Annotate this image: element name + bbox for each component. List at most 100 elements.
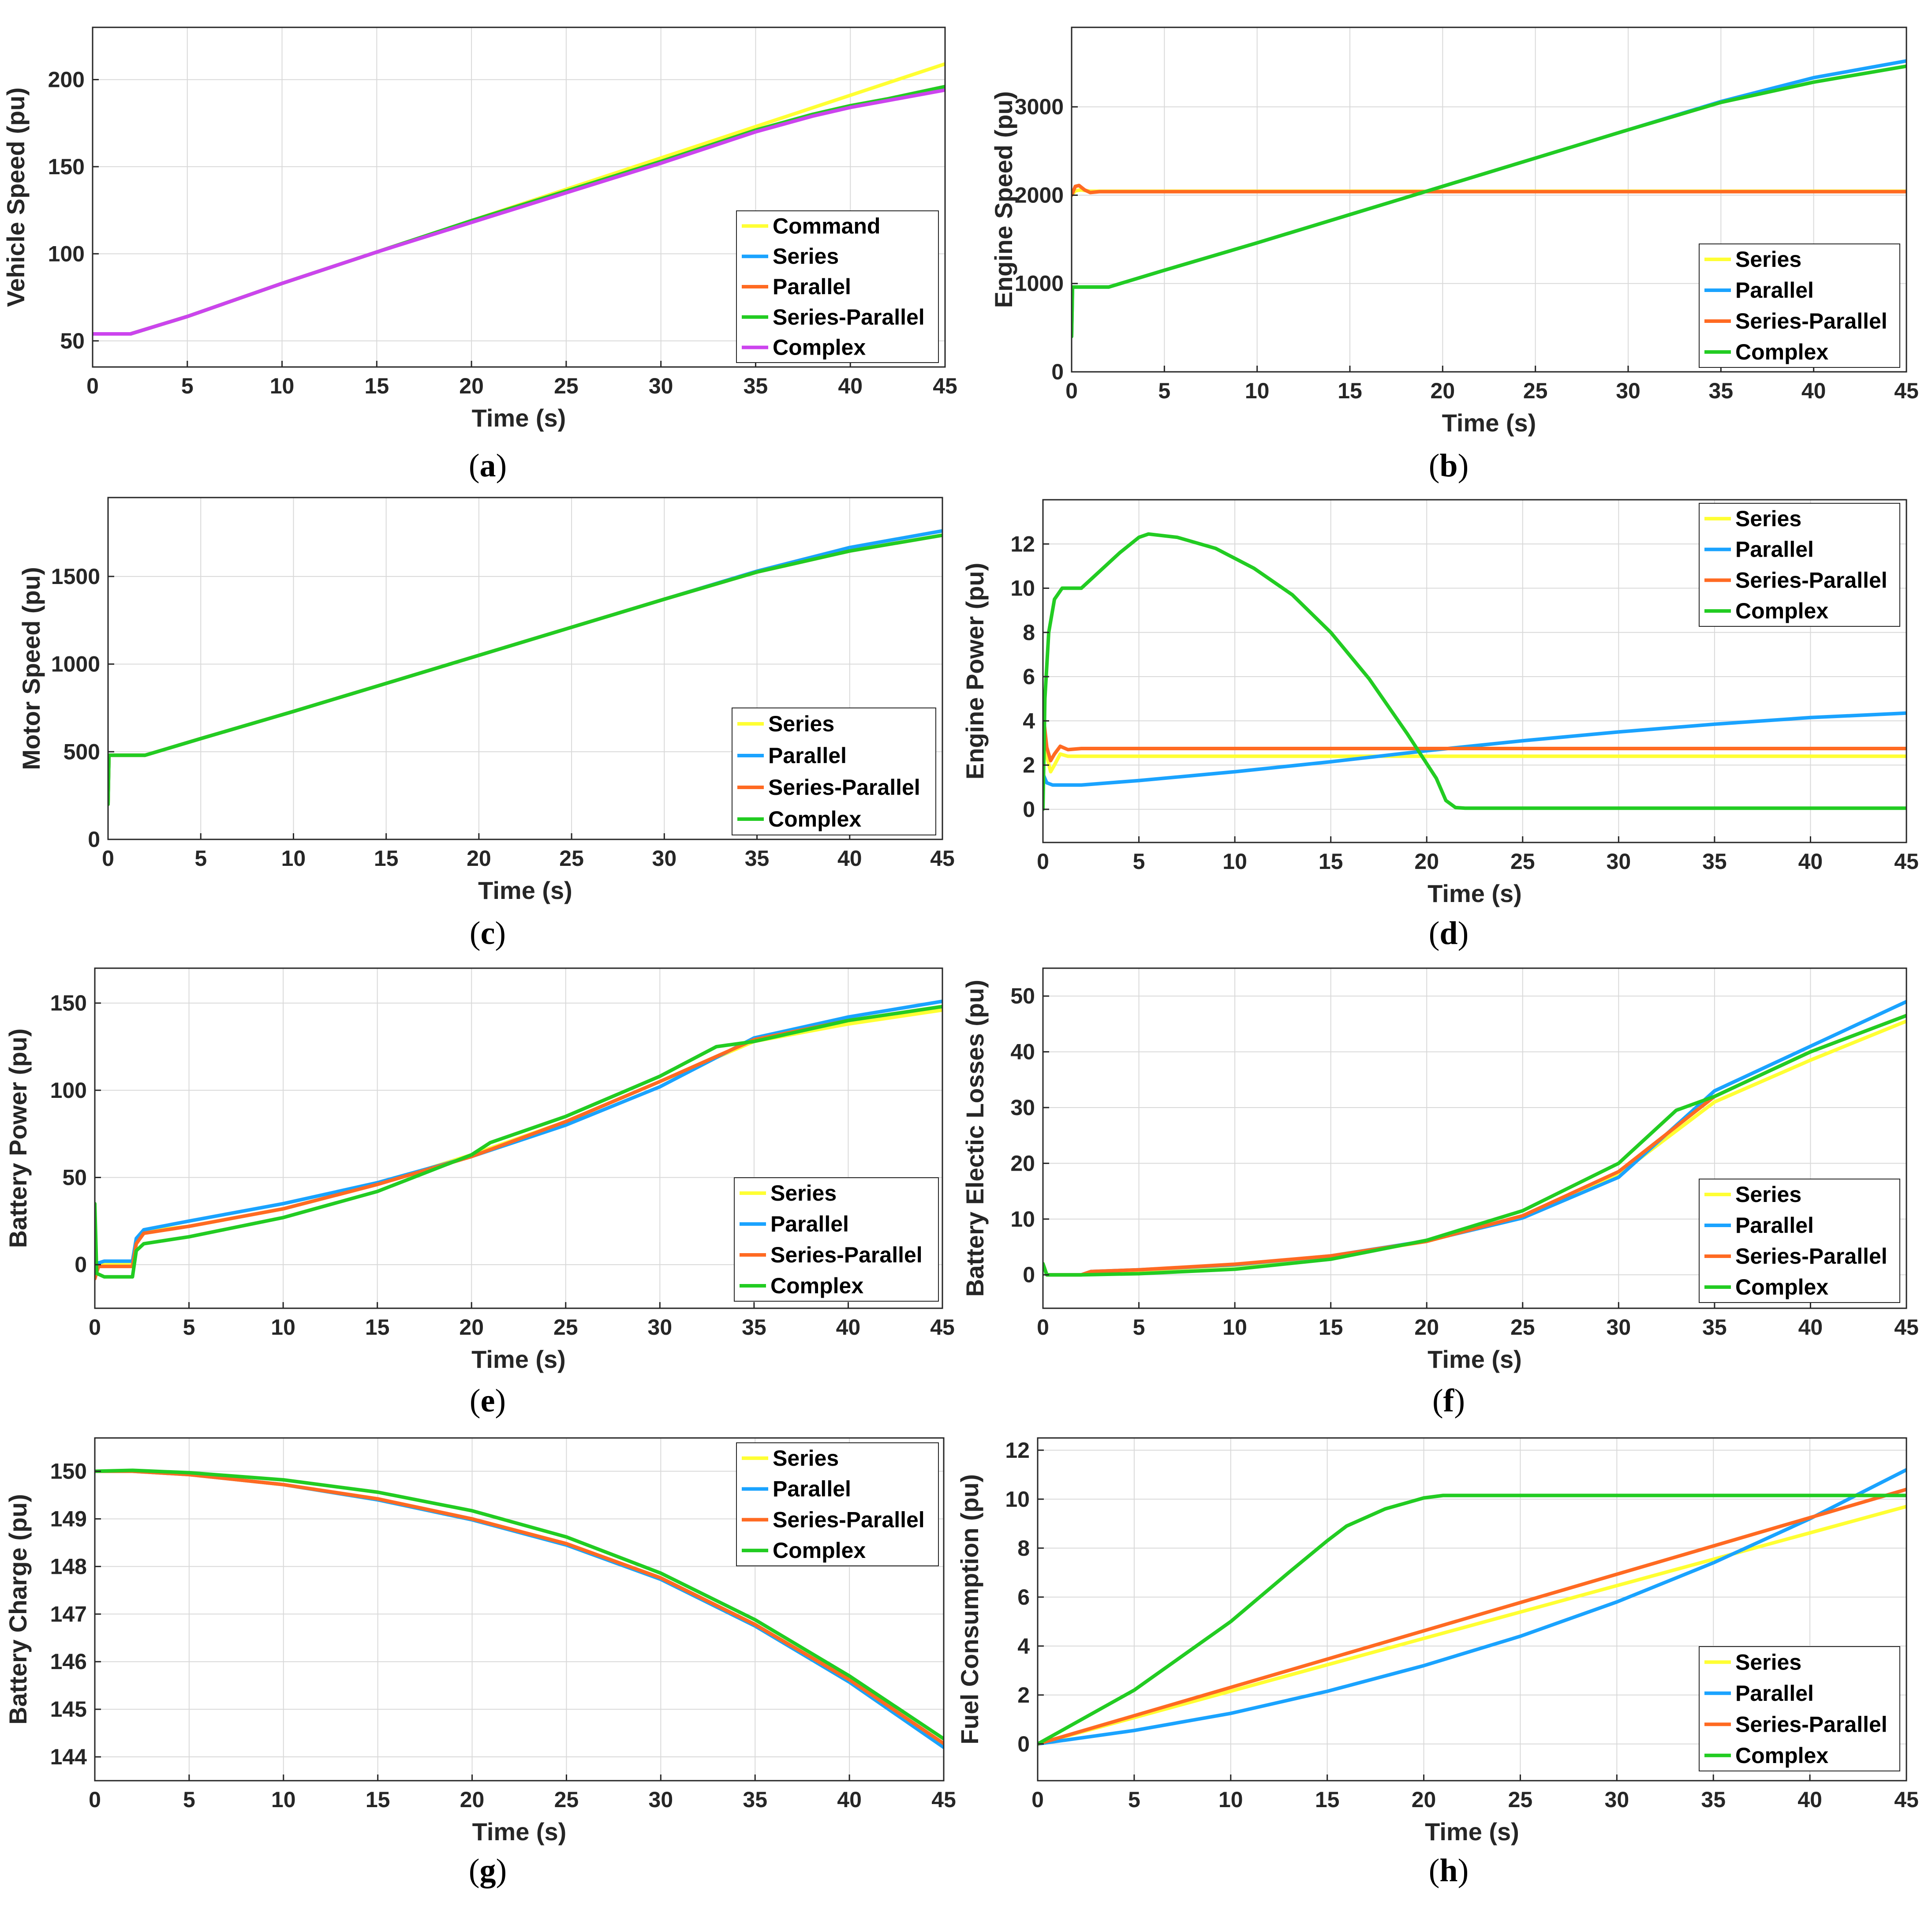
y-tick-label: 1000 — [1015, 271, 1064, 296]
legend-entry: Series — [773, 244, 839, 269]
series-line-series-parallel — [95, 1005, 942, 1280]
legend-box — [1699, 1646, 1900, 1771]
x-axis-label: Time (s) — [471, 1345, 566, 1373]
plot-frame — [92, 26, 946, 368]
x-axis-label: Time (s) — [1442, 409, 1536, 437]
legend-entry: Complex — [1735, 1275, 1828, 1299]
x-tick-label: 5 — [194, 846, 207, 871]
legend-entry: Series — [770, 1181, 837, 1205]
panel-caption: (b) — [1429, 448, 1469, 484]
y-tick-label: 4 — [1023, 708, 1035, 733]
y-tick-label: 10 — [1010, 576, 1035, 601]
legend-entry: Series-Parallel — [773, 1507, 925, 1532]
x-tick-label: 35 — [743, 1787, 767, 1812]
x-tick-label: 30 — [1607, 1315, 1631, 1340]
legend-box — [1699, 243, 1900, 368]
y-tick-label: 145 — [50, 1697, 87, 1722]
x-tick-label: 35 — [744, 374, 768, 398]
x-tick-label: 20 — [460, 1787, 485, 1812]
y-axis-label: Battery Charge (pu) — [4, 1494, 32, 1725]
y-tick-label: 40 — [1010, 1040, 1035, 1064]
x-tick-label: 0 — [1031, 1787, 1044, 1812]
y-tick-label: 150 — [48, 154, 85, 179]
series-line-complex — [1043, 532, 1906, 811]
y-tick-label: 8 — [1023, 620, 1035, 645]
y-tick-label: 146 — [50, 1649, 87, 1674]
legend-entry: Parallel — [1735, 1681, 1814, 1706]
legend-box — [1699, 503, 1900, 627]
panel-caption: (d) — [1429, 915, 1469, 951]
x-tick-label: 25 — [554, 374, 579, 398]
y-tick-label: 147 — [50, 1602, 87, 1626]
x-tick-label: 40 — [837, 1787, 862, 1812]
y-tick-label: 12 — [1010, 532, 1035, 556]
x-tick-label: 0 — [102, 846, 114, 871]
x-tick-label: 20 — [1431, 378, 1455, 403]
y-axis-label: Motor Speed (pu) — [17, 567, 45, 770]
legend-entry: Parallel — [768, 743, 847, 768]
y-tick-label: 30 — [1010, 1095, 1035, 1120]
x-tick-label: 20 — [1414, 849, 1439, 874]
series-group — [1072, 59, 1906, 338]
x-axis-label: Time (s) — [1428, 880, 1522, 907]
y-tick-label: 10 — [1010, 1207, 1035, 1232]
x-tick-label: 10 — [271, 1787, 296, 1812]
x-tick-label: 0 — [89, 1787, 101, 1812]
plot-frame — [94, 1437, 945, 1782]
x-tick-label: 10 — [1218, 1787, 1243, 1812]
x-tick-label: 10 — [270, 374, 295, 398]
x-tick-label: 40 — [1797, 1787, 1822, 1812]
panel-caption: (g) — [469, 1853, 507, 1889]
series-line-complex — [1072, 64, 1906, 338]
panel-caption: (a) — [469, 448, 507, 484]
panel-f: 0 5 10 15 20 25 30 35 40 45 0 10 20 30 40 50 Time (s) Bat… — [961, 967, 1919, 1419]
legend-entry: Series — [1735, 1182, 1801, 1207]
legend-entry: Series-Parallel — [773, 305, 925, 329]
series-group — [1038, 1468, 1906, 1746]
panel-g: 0 5 10 15 20 25 30 35 40 45 144 145 146 147 148 149 150 T… — [4, 1437, 956, 1889]
y-tick-label: 2000 — [1015, 183, 1064, 207]
x-tick-label: 40 — [1798, 849, 1823, 874]
x-tick-label: 35 — [745, 846, 770, 871]
x-tick-label: 35 — [1701, 1787, 1726, 1812]
x-tick-label: 15 — [1338, 378, 1362, 403]
x-tick-label: 45 — [930, 846, 955, 871]
x-tick-label: 0 — [86, 374, 99, 398]
series-group — [1043, 1000, 1906, 1277]
x-tick-label: 40 — [1798, 1315, 1823, 1340]
y-axis-label: Engine Power (pu) — [961, 563, 989, 780]
x-tick-label: 45 — [1894, 378, 1919, 403]
x-tick-label: 45 — [1894, 1787, 1919, 1812]
panel-caption: (c) — [470, 915, 506, 951]
series-group — [1043, 532, 1906, 811]
legend-entry: Series-Parallel — [1735, 309, 1887, 333]
legend-entry: Series — [1735, 506, 1801, 531]
y-tick-label: 8 — [1017, 1536, 1030, 1561]
x-tick-label: 20 — [1414, 1315, 1439, 1340]
series-line-parallel — [1043, 711, 1906, 787]
series-line-complex — [95, 1468, 944, 1741]
x-tick-label: 0 — [89, 1315, 101, 1340]
y-tick-label: 50 — [62, 1165, 87, 1190]
y-tick-label: 150 — [50, 1459, 87, 1484]
y-tick-label: 3000 — [1015, 94, 1064, 119]
x-tick-label: 25 — [1523, 378, 1548, 403]
x-tick-label: 10 — [1222, 1315, 1247, 1340]
panel-d: 0 5 10 15 20 25 30 35 40 45 0 2 4 6 8 10 12 Time (s) Engin… — [961, 499, 1919, 951]
legend-entry: Series-Parallel — [1735, 1244, 1887, 1269]
x-tick-label: 30 — [1616, 378, 1641, 403]
x-tick-label: 0 — [1037, 849, 1049, 874]
y-tick-label: 50 — [60, 329, 85, 353]
series-group — [95, 1468, 944, 1749]
x-axis-label: Time (s) — [478, 876, 572, 904]
y-tick-label: 10 — [1005, 1487, 1030, 1512]
series-group — [93, 62, 945, 336]
x-tick-label: 5 — [183, 1315, 195, 1340]
y-tick-label: 150 — [50, 991, 87, 1015]
x-tick-label: 25 — [1508, 1787, 1533, 1812]
x-axis-label: Time (s) — [472, 1818, 567, 1846]
y-tick-label: 6 — [1023, 664, 1035, 689]
x-tick-label: 30 — [652, 846, 677, 871]
y-axis-label: Fuel Consumption (pu) — [956, 1474, 983, 1745]
